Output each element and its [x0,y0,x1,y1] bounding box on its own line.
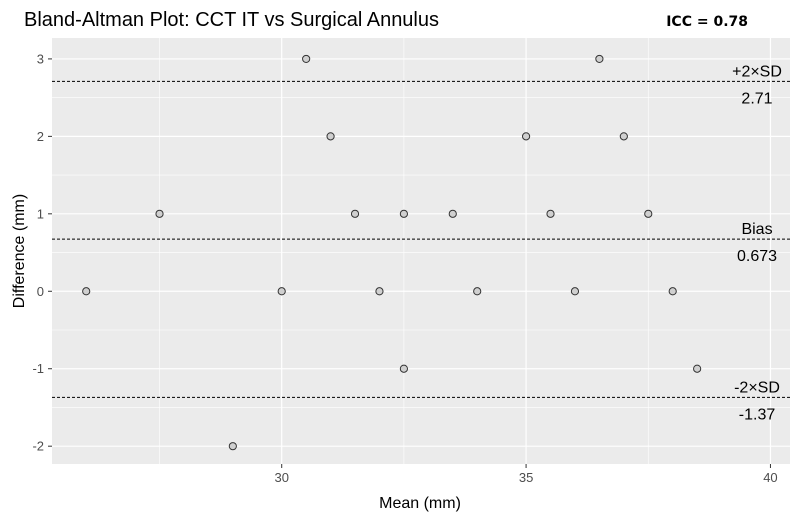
data-point [277,287,286,296]
data-point [375,287,384,296]
icc-annotation: ICC = 0.78 [666,14,748,30]
major-gridlines [52,38,790,464]
data-point [326,132,335,141]
data-point [350,209,360,218]
data-point [228,442,237,451]
data-point [521,132,531,141]
reference-line-label: +2×SD [732,63,782,80]
data-point [448,209,457,218]
y-tick-label: 0 [37,284,44,299]
reference-lines: +2×SD 2.71 Bias 0.673 -2×SD -1.37 [52,63,790,423]
data-point [668,287,677,296]
y-tick-label: -1 [32,361,44,376]
data-point [399,364,408,373]
y-tick-label: -2 [32,439,44,454]
reference-line-value: -1.37 [739,406,776,423]
data-point [473,287,482,296]
reference-line-label: -2×SD [734,379,780,396]
reference-line-value: 2.71 [741,90,772,107]
data-point [693,364,702,373]
data-point [155,209,164,218]
data-point [570,287,580,296]
x-tick-label: 40 [763,470,777,485]
reference-line-label: Bias [741,221,772,238]
data-point [302,54,311,64]
minor-gridlines [52,38,790,464]
x-tick-label: 30 [274,470,288,485]
data-point [619,132,628,141]
plot-panel [52,38,790,464]
data-point [595,54,604,64]
axis-ticks: 30 35 40 -2 -1 0 1 2 3 [32,51,777,485]
reference-line-value: 0.673 [737,248,777,265]
chart-title: Bland-Altman Plot: CCT IT vs Surgical An… [24,9,439,31]
y-tick-label: 2 [37,129,44,144]
data-point [546,209,555,218]
y-axis-title: Difference (mm) [11,194,28,308]
y-tick-label: 1 [37,206,44,221]
x-tick-label: 35 [519,470,533,485]
x-axis-title: Mean (mm) [379,495,461,512]
data-point [82,287,91,296]
data-point [399,209,408,218]
y-tick-label: 3 [37,51,44,66]
data-points [82,54,702,451]
data-point [644,209,653,218]
